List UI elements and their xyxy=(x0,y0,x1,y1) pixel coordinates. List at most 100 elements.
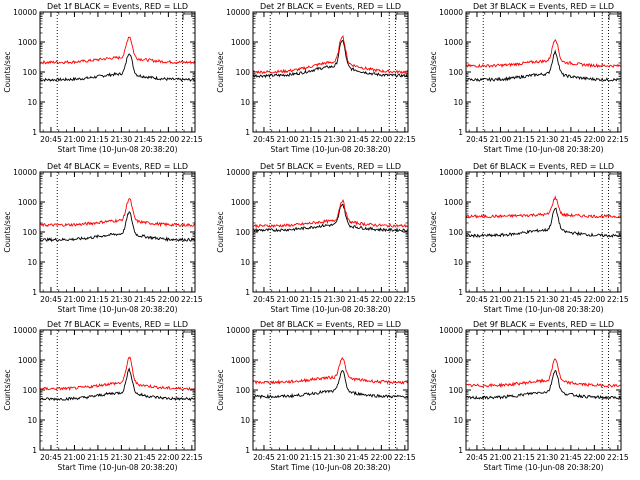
plot-frame xyxy=(465,329,622,451)
x-tick-label: 21:45 xyxy=(347,295,369,304)
x-tick-label: 21:45 xyxy=(560,135,582,144)
y-tick-label: 10000 xyxy=(13,326,37,335)
panel-title: Det 7f BLACK = Events, RED = LLD xyxy=(47,320,188,329)
series-line-lld xyxy=(465,195,622,219)
x-tick-label: 21:15 xyxy=(513,453,535,462)
y-tick-label: 10 xyxy=(27,98,37,107)
series-line-lld xyxy=(252,34,409,75)
x-axis-label: Start Time (10-Jun-08 20:38:20) xyxy=(271,305,391,314)
series-line-events xyxy=(465,49,622,83)
legend-marker xyxy=(395,331,404,338)
panel-title: Det 9f BLACK = Events, RED = LLD xyxy=(473,320,614,329)
x-tick-label: 20:45 xyxy=(253,295,275,304)
series-line-lld xyxy=(39,198,196,228)
y-axis-label: Counts/sec xyxy=(3,211,12,252)
x-tick-label: 21:45 xyxy=(347,135,369,144)
x-tick-label: 20:45 xyxy=(253,453,275,462)
x-tick-label: 22:15 xyxy=(394,453,416,462)
x-tick-label: 21:15 xyxy=(513,135,535,144)
x-axis-label: Start Time (10-Jun-08 20:38:20) xyxy=(484,145,604,154)
y-tick-label: 10000 xyxy=(439,8,463,17)
x-tick-label: 22:00 xyxy=(158,135,180,144)
legend-marker xyxy=(395,13,404,20)
y-tick-label: 1 xyxy=(32,128,37,137)
x-tick-label: 20:45 xyxy=(466,453,488,462)
y-tick-label: 10 xyxy=(453,258,463,267)
x-tick-label: 22:15 xyxy=(607,295,629,304)
y-axis-label: Counts/sec xyxy=(429,369,438,410)
y-tick-label: 10000 xyxy=(226,168,250,177)
x-tick-label: 22:15 xyxy=(181,135,203,144)
y-tick-label: 1 xyxy=(458,288,463,297)
series-line-events xyxy=(39,367,196,402)
x-tick-label: 20:45 xyxy=(466,295,488,304)
x-axis-label: Start Time (10-Jun-08 20:38:20) xyxy=(271,463,391,472)
x-tick-label: 21:15 xyxy=(300,295,322,304)
series-line-events xyxy=(465,207,621,239)
y-tick-label: 1000 xyxy=(444,198,463,207)
legend-marker xyxy=(608,13,617,20)
x-tick-label: 21:45 xyxy=(134,135,156,144)
y-tick-label: 1000 xyxy=(231,356,250,365)
y-axis-label: Counts/sec xyxy=(429,211,438,252)
plot-frame xyxy=(252,329,409,451)
x-tick-label: 21:00 xyxy=(64,453,86,462)
x-tick-label: 21:15 xyxy=(300,453,322,462)
x-tick-label: 21:00 xyxy=(64,295,86,304)
y-tick-label: 1000 xyxy=(18,198,37,207)
x-tick-label: 21:00 xyxy=(277,135,299,144)
x-tick-label: 21:30 xyxy=(537,135,559,144)
series-line-lld xyxy=(252,198,409,229)
x-tick-label: 21:00 xyxy=(490,135,512,144)
x-tick-label: 21:30 xyxy=(111,295,133,304)
series-line-lld xyxy=(252,356,409,385)
panel-title: Det 5f BLACK = Events, RED = LLD xyxy=(260,162,401,171)
y-tick-label: 1 xyxy=(245,288,250,297)
x-tick-label: 20:45 xyxy=(466,135,488,144)
series-line-events xyxy=(465,369,622,400)
x-tick-label: 22:15 xyxy=(181,295,203,304)
x-tick-label: 22:00 xyxy=(158,453,180,462)
x-tick-label: 21:00 xyxy=(277,453,299,462)
x-tick-label: 22:00 xyxy=(158,295,180,304)
x-tick-label: 20:45 xyxy=(40,453,62,462)
plot-frame xyxy=(39,11,196,133)
x-tick-label: 22:00 xyxy=(584,295,606,304)
series-line-lld xyxy=(39,356,196,392)
y-axis-label: Counts/sec xyxy=(216,211,225,252)
x-tick-label: 22:15 xyxy=(607,453,629,462)
x-tick-label: 21:15 xyxy=(87,295,109,304)
x-tick-label: 21:45 xyxy=(134,295,156,304)
x-tick-label: 21:30 xyxy=(324,295,346,304)
y-tick-label: 10 xyxy=(27,258,37,267)
y-tick-label: 100 xyxy=(236,228,251,237)
y-tick-label: 10 xyxy=(240,98,250,107)
y-tick-label: 10 xyxy=(27,416,37,425)
x-tick-label: 21:15 xyxy=(300,135,322,144)
x-tick-label: 22:00 xyxy=(584,135,606,144)
x-tick-label: 22:00 xyxy=(371,453,393,462)
x-tick-label: 20:45 xyxy=(40,135,62,144)
legend-marker xyxy=(608,173,617,180)
x-tick-label: 21:45 xyxy=(560,295,582,304)
y-tick-label: 100 xyxy=(449,68,464,77)
x-tick-label: 22:00 xyxy=(584,453,606,462)
panel-title: Det 8f BLACK = Events, RED = LLD xyxy=(260,320,401,329)
y-tick-label: 10000 xyxy=(226,326,250,335)
y-tick-label: 100 xyxy=(236,386,251,395)
panel-title: Det 2f BLACK = Events, RED = LLD xyxy=(260,2,401,11)
x-tick-label: 22:00 xyxy=(371,295,393,304)
x-tick-label: 20:45 xyxy=(253,135,275,144)
x-tick-label: 21:15 xyxy=(87,135,109,144)
x-tick-label: 22:15 xyxy=(607,135,629,144)
panel-det-2f: Det 2f BLACK = Events, RED = LLD Counts/s… xyxy=(216,2,416,154)
panel-det-7f: Det 7f BLACK = Events, RED = LLD Counts/s… xyxy=(3,320,203,472)
x-tick-label: 21:30 xyxy=(324,453,346,462)
panel-det-8f: Det 8f BLACK = Events, RED = LLD Counts/s… xyxy=(216,320,416,472)
x-tick-label: 21:00 xyxy=(64,135,86,144)
panel-det-6f: Det 6f BLACK = Events, RED = LLD Counts/s… xyxy=(429,162,629,314)
y-tick-label: 1 xyxy=(245,128,250,137)
x-tick-label: 21:45 xyxy=(347,453,369,462)
y-axis-label: Counts/sec xyxy=(216,369,225,410)
y-tick-label: 10 xyxy=(240,258,250,267)
